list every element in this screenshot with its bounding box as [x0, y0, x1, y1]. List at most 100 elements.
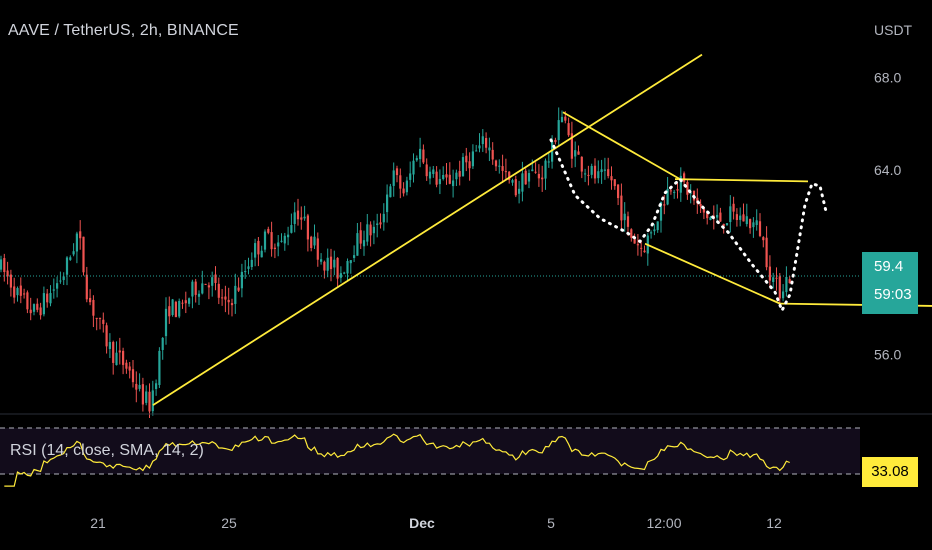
candle[interactable] [230, 298, 234, 317]
candle[interactable] [716, 204, 719, 223]
candle[interactable] [85, 266, 88, 303]
candle[interactable] [257, 237, 260, 267]
candle[interactable] [758, 213, 762, 238]
candle[interactable] [386, 184, 389, 223]
candle[interactable] [650, 230, 653, 239]
candle[interactable] [412, 153, 415, 183]
candle[interactable] [46, 289, 49, 308]
candle[interactable] [293, 202, 296, 233]
candle[interactable] [725, 223, 729, 226]
candle[interactable] [626, 211, 630, 236]
candle[interactable] [485, 132, 488, 154]
candle[interactable] [79, 220, 82, 250]
candle[interactable] [105, 322, 108, 354]
candle[interactable] [775, 267, 778, 291]
candle[interactable] [306, 213, 309, 252]
candle[interactable] [547, 152, 550, 168]
candle[interactable] [244, 260, 247, 279]
candle[interactable] [69, 255, 72, 261]
candle[interactable] [171, 298, 174, 317]
candle[interactable] [504, 158, 507, 180]
candle[interactable] [26, 290, 29, 314]
candle[interactable] [197, 290, 201, 305]
candle[interactable] [122, 347, 125, 375]
candle[interactable] [653, 223, 656, 236]
candle[interactable] [273, 243, 276, 259]
candle[interactable] [458, 160, 461, 186]
candle[interactable] [82, 236, 85, 276]
candle[interactable] [584, 168, 587, 183]
candle[interactable] [768, 255, 771, 289]
candle[interactable] [161, 336, 164, 360]
candle[interactable] [211, 271, 214, 297]
candle[interactable] [316, 232, 319, 267]
candle[interactable] [415, 155, 418, 162]
candle[interactable] [590, 163, 593, 179]
candle[interactable] [782, 284, 785, 302]
candle[interactable] [372, 220, 375, 245]
candle[interactable] [112, 340, 115, 375]
candle[interactable] [567, 117, 570, 137]
candle[interactable] [471, 144, 474, 170]
candle[interactable] [13, 277, 16, 304]
candle[interactable] [118, 337, 121, 365]
candle[interactable] [339, 266, 342, 283]
candle[interactable] [151, 380, 154, 416]
candle[interactable] [742, 203, 745, 222]
candle[interactable] [409, 161, 412, 188]
candle[interactable] [155, 379, 158, 396]
candle[interactable] [16, 286, 19, 302]
candle[interactable] [570, 121, 573, 168]
candle[interactable] [577, 145, 580, 155]
candle[interactable] [689, 184, 692, 204]
candle[interactable] [745, 203, 748, 227]
candle[interactable] [42, 286, 45, 317]
candle[interactable] [204, 283, 207, 285]
candle[interactable] [217, 277, 220, 305]
candle[interactable] [630, 228, 633, 242]
candle[interactable] [498, 159, 501, 174]
candle[interactable] [603, 157, 606, 180]
candle[interactable] [188, 297, 191, 307]
candle[interactable] [224, 285, 227, 313]
candle[interactable] [32, 303, 36, 316]
candle[interactable] [135, 371, 138, 403]
candle[interactable] [475, 144, 478, 152]
candle[interactable] [636, 234, 639, 256]
candle[interactable] [254, 238, 257, 267]
candle[interactable] [514, 175, 517, 198]
candle[interactable] [260, 245, 263, 258]
candle[interactable] [234, 273, 237, 314]
candle[interactable] [56, 276, 59, 298]
candle[interactable] [778, 273, 781, 305]
candle[interactable] [250, 252, 253, 270]
candle[interactable] [181, 299, 184, 309]
candle[interactable] [623, 202, 626, 232]
candle[interactable] [343, 271, 346, 275]
candle[interactable] [49, 285, 52, 307]
candle[interactable] [29, 297, 32, 321]
candle[interactable] [452, 169, 455, 198]
candle[interactable] [320, 253, 323, 265]
candle[interactable] [785, 266, 788, 297]
candle[interactable] [518, 180, 521, 204]
candle[interactable] [643, 245, 646, 253]
candle[interactable] [739, 207, 742, 227]
candle[interactable] [719, 207, 722, 222]
candle[interactable] [346, 258, 349, 282]
candle[interactable] [494, 159, 498, 172]
candle[interactable] [3, 253, 6, 282]
candle[interactable] [478, 133, 481, 153]
candle[interactable] [534, 162, 537, 174]
candle[interactable] [6, 261, 9, 285]
candle[interactable] [481, 129, 484, 152]
candle[interactable] [752, 217, 755, 238]
candle[interactable] [326, 248, 329, 278]
candle[interactable] [511, 178, 514, 186]
candle[interactable] [405, 176, 408, 196]
candle[interactable] [267, 226, 270, 235]
candle[interactable] [214, 266, 217, 291]
candle[interactable] [237, 277, 240, 292]
candle[interactable] [461, 153, 465, 177]
